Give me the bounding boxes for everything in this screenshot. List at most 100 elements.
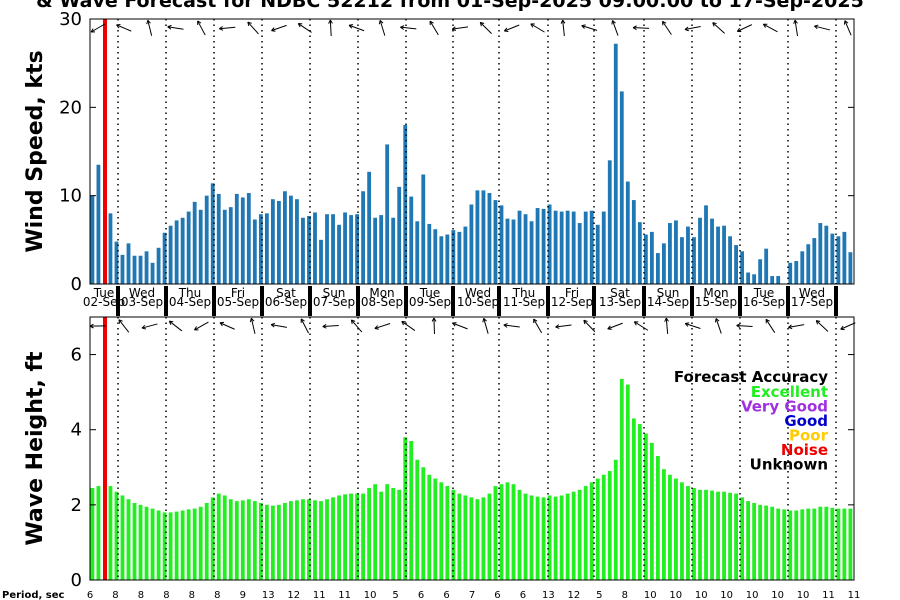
wave-bar <box>276 504 281 580</box>
wave-bar <box>824 506 829 580</box>
wind-bar <box>439 236 444 284</box>
wave-bar <box>698 489 702 580</box>
direction-arrow <box>374 323 391 330</box>
wave-bar <box>607 471 612 580</box>
wave-bar <box>788 510 793 580</box>
y-tick-label: 10 <box>59 186 82 207</box>
direction-arrow <box>611 20 619 36</box>
wave-bar <box>301 499 305 580</box>
wave-bar <box>475 499 480 580</box>
wave-bar <box>421 467 426 580</box>
day-divider-block <box>834 286 838 316</box>
wave-bar <box>523 493 528 580</box>
wave-bar <box>198 506 203 580</box>
y-tick-label: 4 <box>71 420 82 441</box>
wind-bar <box>361 191 366 284</box>
wind-bar <box>391 217 396 284</box>
period-value: 10 <box>746 590 759 600</box>
date-label: 08-Sep <box>361 295 403 309</box>
day-divider-block <box>212 286 216 316</box>
wind-bar <box>234 193 239 284</box>
wind-bar <box>764 248 769 284</box>
wind-bar <box>174 220 179 284</box>
wave-bar <box>728 492 732 580</box>
direction-arrow <box>793 19 799 36</box>
period-value: 6 <box>520 590 526 600</box>
wave-bar <box>150 508 155 580</box>
wind-bar <box>680 237 684 284</box>
wind-bar <box>517 210 522 284</box>
wind-bar <box>289 195 293 284</box>
wind-bar <box>132 255 137 284</box>
wave-bar <box>631 418 636 580</box>
date-label: 04-Sep <box>169 295 211 309</box>
direction-arrow <box>328 19 333 37</box>
day-name-label: Fri <box>231 286 245 300</box>
direction-arrow <box>270 322 287 328</box>
direction-arrow <box>633 321 649 331</box>
wind-bar <box>794 261 799 284</box>
wave-bar <box>800 509 805 580</box>
wind-bar <box>613 43 618 284</box>
wave-bar <box>674 478 678 580</box>
wind-bar <box>276 200 281 284</box>
wave-bar <box>541 497 546 580</box>
legend-item: Very Good <box>741 398 828 416</box>
period-value: 10 <box>695 590 708 600</box>
wind-bar <box>728 236 732 284</box>
wind-bar <box>192 201 197 284</box>
day-name-label: Sat <box>276 286 296 300</box>
wind-bar <box>319 239 323 284</box>
wave-bar <box>174 511 179 580</box>
day-name-label: Fri <box>565 286 579 300</box>
wind-bar <box>661 243 666 284</box>
chart-title: & Wave Forecast for NDBC 52212 from 01-S… <box>36 0 864 12</box>
direction-arrow <box>378 19 386 36</box>
y-tick-label: 2 <box>71 495 82 516</box>
direction-arrow <box>560 19 566 37</box>
wave-bar <box>252 501 257 580</box>
wave-bar <box>222 495 227 580</box>
day-divider-block <box>116 286 120 316</box>
wave-bar <box>180 510 185 580</box>
wind-bar <box>698 217 702 284</box>
date-label: 10-Sep <box>457 295 499 309</box>
wave-bar <box>415 459 420 580</box>
wave-bar <box>403 437 408 580</box>
wind-bar <box>270 199 275 284</box>
date-label: 14-Sep <box>647 295 689 309</box>
wave-bar <box>734 493 739 580</box>
wind-bar <box>800 251 805 284</box>
wave-bar <box>529 495 534 580</box>
period-value: 8 <box>138 590 144 600</box>
day-name-label: Tue <box>93 286 115 300</box>
day-name-label: Mon <box>703 286 728 300</box>
wind-bar <box>631 200 636 284</box>
period-value: 9 <box>240 590 246 600</box>
wave-bar <box>210 497 215 580</box>
legend-item: Noise <box>781 441 828 459</box>
period-value: 10 <box>669 590 682 600</box>
period-value: 10 <box>364 590 377 600</box>
wave-bar <box>397 489 402 580</box>
day-name-label: Thu <box>512 286 536 300</box>
wave-bar <box>343 494 347 580</box>
wind-bar <box>150 262 155 284</box>
wave-bar <box>752 502 757 580</box>
wind-bar <box>674 220 678 284</box>
wind-bar <box>487 193 492 284</box>
direction-arrow <box>89 323 107 329</box>
wind-bar <box>511 219 516 284</box>
wind-bar <box>246 193 251 284</box>
period-value: 10 <box>644 590 657 600</box>
wind-bar <box>457 231 462 284</box>
direction-arrow <box>581 24 598 31</box>
wave-bar <box>385 484 390 580</box>
wind-bar <box>469 204 474 284</box>
direction-arrow <box>607 322 623 330</box>
wave-bar <box>126 499 131 580</box>
wave-bar <box>355 493 360 580</box>
direction-arrow <box>814 24 831 31</box>
wind-bar <box>499 205 504 284</box>
